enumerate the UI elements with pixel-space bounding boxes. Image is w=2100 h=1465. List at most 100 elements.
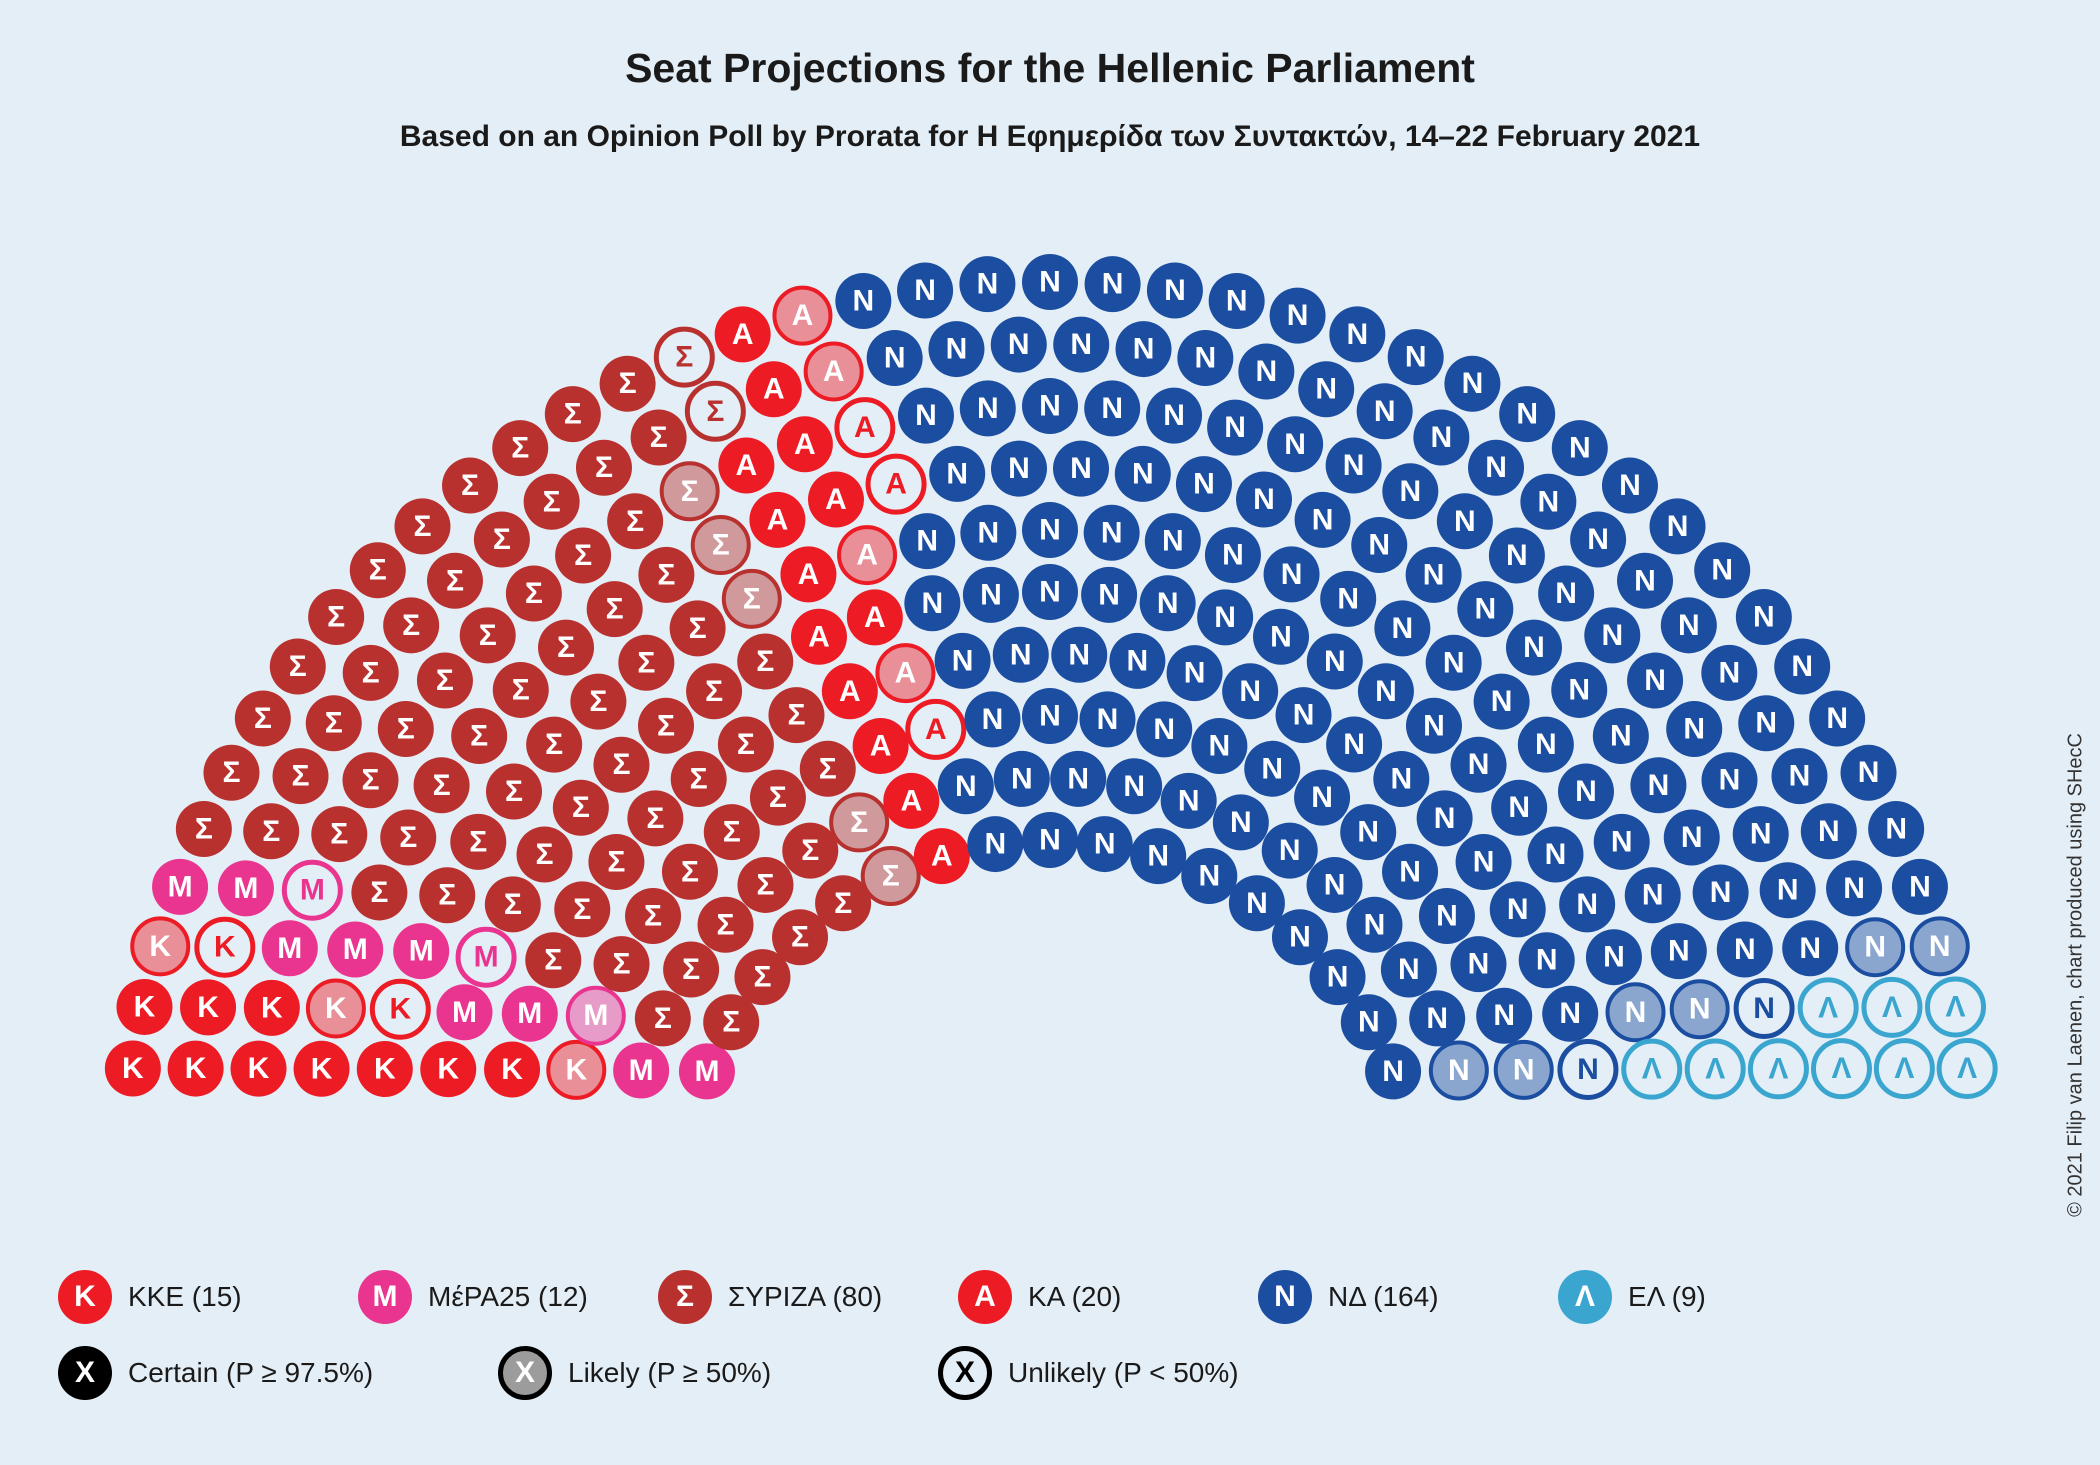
hemicycle-chart: ΚΚΚΚΚΚΚΚΚΚΚΚΚΚΚΜΜΜΜΜΜΜΜΜΜΜΜΣΣΣΣΣΣΣΣΣΣΣΣΣ… — [60, 190, 2040, 1250]
legend-item-mera25: ΜΜέΡΑ25 (12) — [358, 1270, 598, 1324]
seat-nd: Ν — [1294, 770, 1350, 826]
svg-text:Ν: Ν — [1575, 775, 1597, 808]
svg-text:Μ: Μ — [517, 997, 542, 1030]
seat-syriza: Σ — [311, 806, 367, 862]
seat-nd: Ν — [1738, 695, 1794, 751]
seat-nd: Ν — [1490, 881, 1546, 937]
seat-syriza: Σ — [863, 848, 919, 904]
seat-syriza: Σ — [724, 571, 780, 627]
seat-syriza: Σ — [442, 458, 498, 514]
seat-syriza: Σ — [524, 474, 580, 530]
svg-text:Α: Α — [864, 601, 886, 634]
svg-text:Α: Α — [839, 675, 861, 708]
seat-syriza: Σ — [607, 493, 663, 549]
svg-text:Ν: Ν — [1753, 601, 1775, 634]
legend-prob-swatch-likely: X — [498, 1346, 552, 1400]
seat-nd: Ν — [1382, 463, 1438, 519]
svg-text:Σ: Σ — [470, 719, 488, 752]
seat-kke: Κ — [180, 979, 236, 1035]
svg-text:Ν: Ν — [1493, 999, 1515, 1032]
seat-syriza: Σ — [553, 780, 609, 836]
seat-kke: Κ — [357, 1041, 413, 1097]
seat-nd: Ν — [1022, 502, 1078, 558]
seat-nd: Ν — [1161, 773, 1217, 829]
svg-text:Ν: Ν — [1226, 284, 1248, 317]
svg-text:Σ: Σ — [595, 451, 613, 484]
seat-nd: Ν — [1176, 456, 1232, 512]
svg-text:Λ: Λ — [1894, 1052, 1914, 1085]
seat-syriza: Σ — [351, 864, 407, 920]
seat-syriza: Σ — [687, 383, 743, 439]
svg-text:Ν: Ν — [1858, 756, 1880, 789]
svg-text:Ν: Ν — [1667, 510, 1689, 543]
svg-text:Σ: Σ — [545, 728, 563, 761]
chart-title: Seat Projections for the Hellenic Parlia… — [0, 45, 2100, 92]
svg-text:Ν: Ν — [1123, 770, 1145, 803]
seat-mera25: Μ — [393, 923, 449, 979]
svg-text:Σ: Σ — [722, 1006, 740, 1039]
seat-syriza: Σ — [656, 329, 712, 385]
svg-text:Σ: Σ — [461, 469, 479, 502]
svg-text:Σ: Σ — [682, 953, 700, 986]
seat-mera25: Μ — [262, 920, 318, 976]
svg-text:Ν: Ν — [1195, 342, 1217, 375]
svg-text:Μ: Μ — [300, 874, 325, 907]
seat-syriza: Σ — [671, 751, 727, 807]
svg-text:Ν: Ν — [1368, 529, 1390, 562]
seat-syriza: Σ — [593, 737, 649, 793]
legend-item-nd: ΝΝΔ (164) — [1258, 1270, 1498, 1324]
seat-syriza: Σ — [588, 834, 644, 890]
seat-nd: Ν — [1320, 571, 1376, 627]
svg-text:Σ: Σ — [690, 763, 708, 796]
seat-nd: Ν — [1666, 701, 1722, 757]
seat-syriza: Σ — [342, 752, 398, 808]
legend-prob-unlikely: XUnlikely (P < 50%) — [938, 1346, 1318, 1400]
svg-text:Α: Α — [763, 373, 785, 406]
svg-text:Ν: Ν — [982, 703, 1004, 736]
seat-syriza: Σ — [350, 542, 406, 598]
svg-text:Ν: Ν — [1734, 933, 1756, 966]
seat-syriza: Σ — [306, 695, 362, 751]
seat-kke: Κ — [244, 980, 300, 1036]
seat-nd: Ν — [1570, 512, 1626, 568]
svg-text:Λ: Λ — [1768, 1052, 1788, 1085]
seat-ka: Α — [868, 456, 924, 512]
seat-nd: Ν — [1542, 986, 1598, 1042]
svg-text:Σ: Σ — [362, 656, 380, 689]
svg-text:Ν: Ν — [1293, 699, 1315, 732]
seat-mera25: Μ — [152, 859, 208, 915]
seat-mera25: Μ — [679, 1043, 735, 1099]
svg-text:Σ: Σ — [195, 812, 213, 845]
svg-text:Ν: Ν — [1209, 729, 1231, 762]
svg-text:Ν: Ν — [1619, 469, 1641, 502]
svg-text:Ν: Ν — [1261, 752, 1283, 785]
seat-kke: Κ — [294, 1041, 350, 1097]
svg-text:Ν: Ν — [1610, 719, 1632, 752]
seat-nd: Ν — [1736, 589, 1792, 645]
svg-text:Ν: Ν — [1577, 1053, 1599, 1086]
svg-text:Ν: Ν — [1516, 398, 1538, 431]
seat-nd: Ν — [835, 273, 891, 329]
svg-text:Ν: Ν — [1644, 664, 1666, 697]
svg-text:Ν: Ν — [1648, 769, 1670, 802]
svg-text:Ν: Ν — [1668, 935, 1690, 968]
svg-text:Σ: Σ — [433, 769, 451, 802]
legend-swatch-nd: Ν — [1258, 1270, 1312, 1324]
seat-syriza: Σ — [631, 409, 687, 465]
seat-syriza: Σ — [627, 790, 683, 846]
svg-text:Ν: Ν — [884, 342, 906, 375]
seat-nd: Ν — [1050, 751, 1106, 807]
svg-text:Ν: Ν — [1755, 707, 1777, 740]
seat-nd: Ν — [1489, 527, 1545, 583]
legend-item-el: ΛΕΛ (9) — [1558, 1270, 1798, 1324]
svg-text:Ν: Ν — [1010, 638, 1032, 671]
svg-text:Σ: Σ — [791, 921, 809, 954]
seat-nd: Ν — [1276, 687, 1332, 743]
seat-nd: Ν — [1774, 639, 1830, 695]
svg-text:Ν: Ν — [955, 770, 977, 803]
seat-el: Λ — [1813, 1041, 1869, 1097]
svg-text:Α: Α — [885, 468, 907, 501]
seat-syriza: Σ — [343, 645, 399, 701]
seat-nd: Ν — [1406, 547, 1462, 603]
seat-mera25: Μ — [568, 988, 624, 1044]
